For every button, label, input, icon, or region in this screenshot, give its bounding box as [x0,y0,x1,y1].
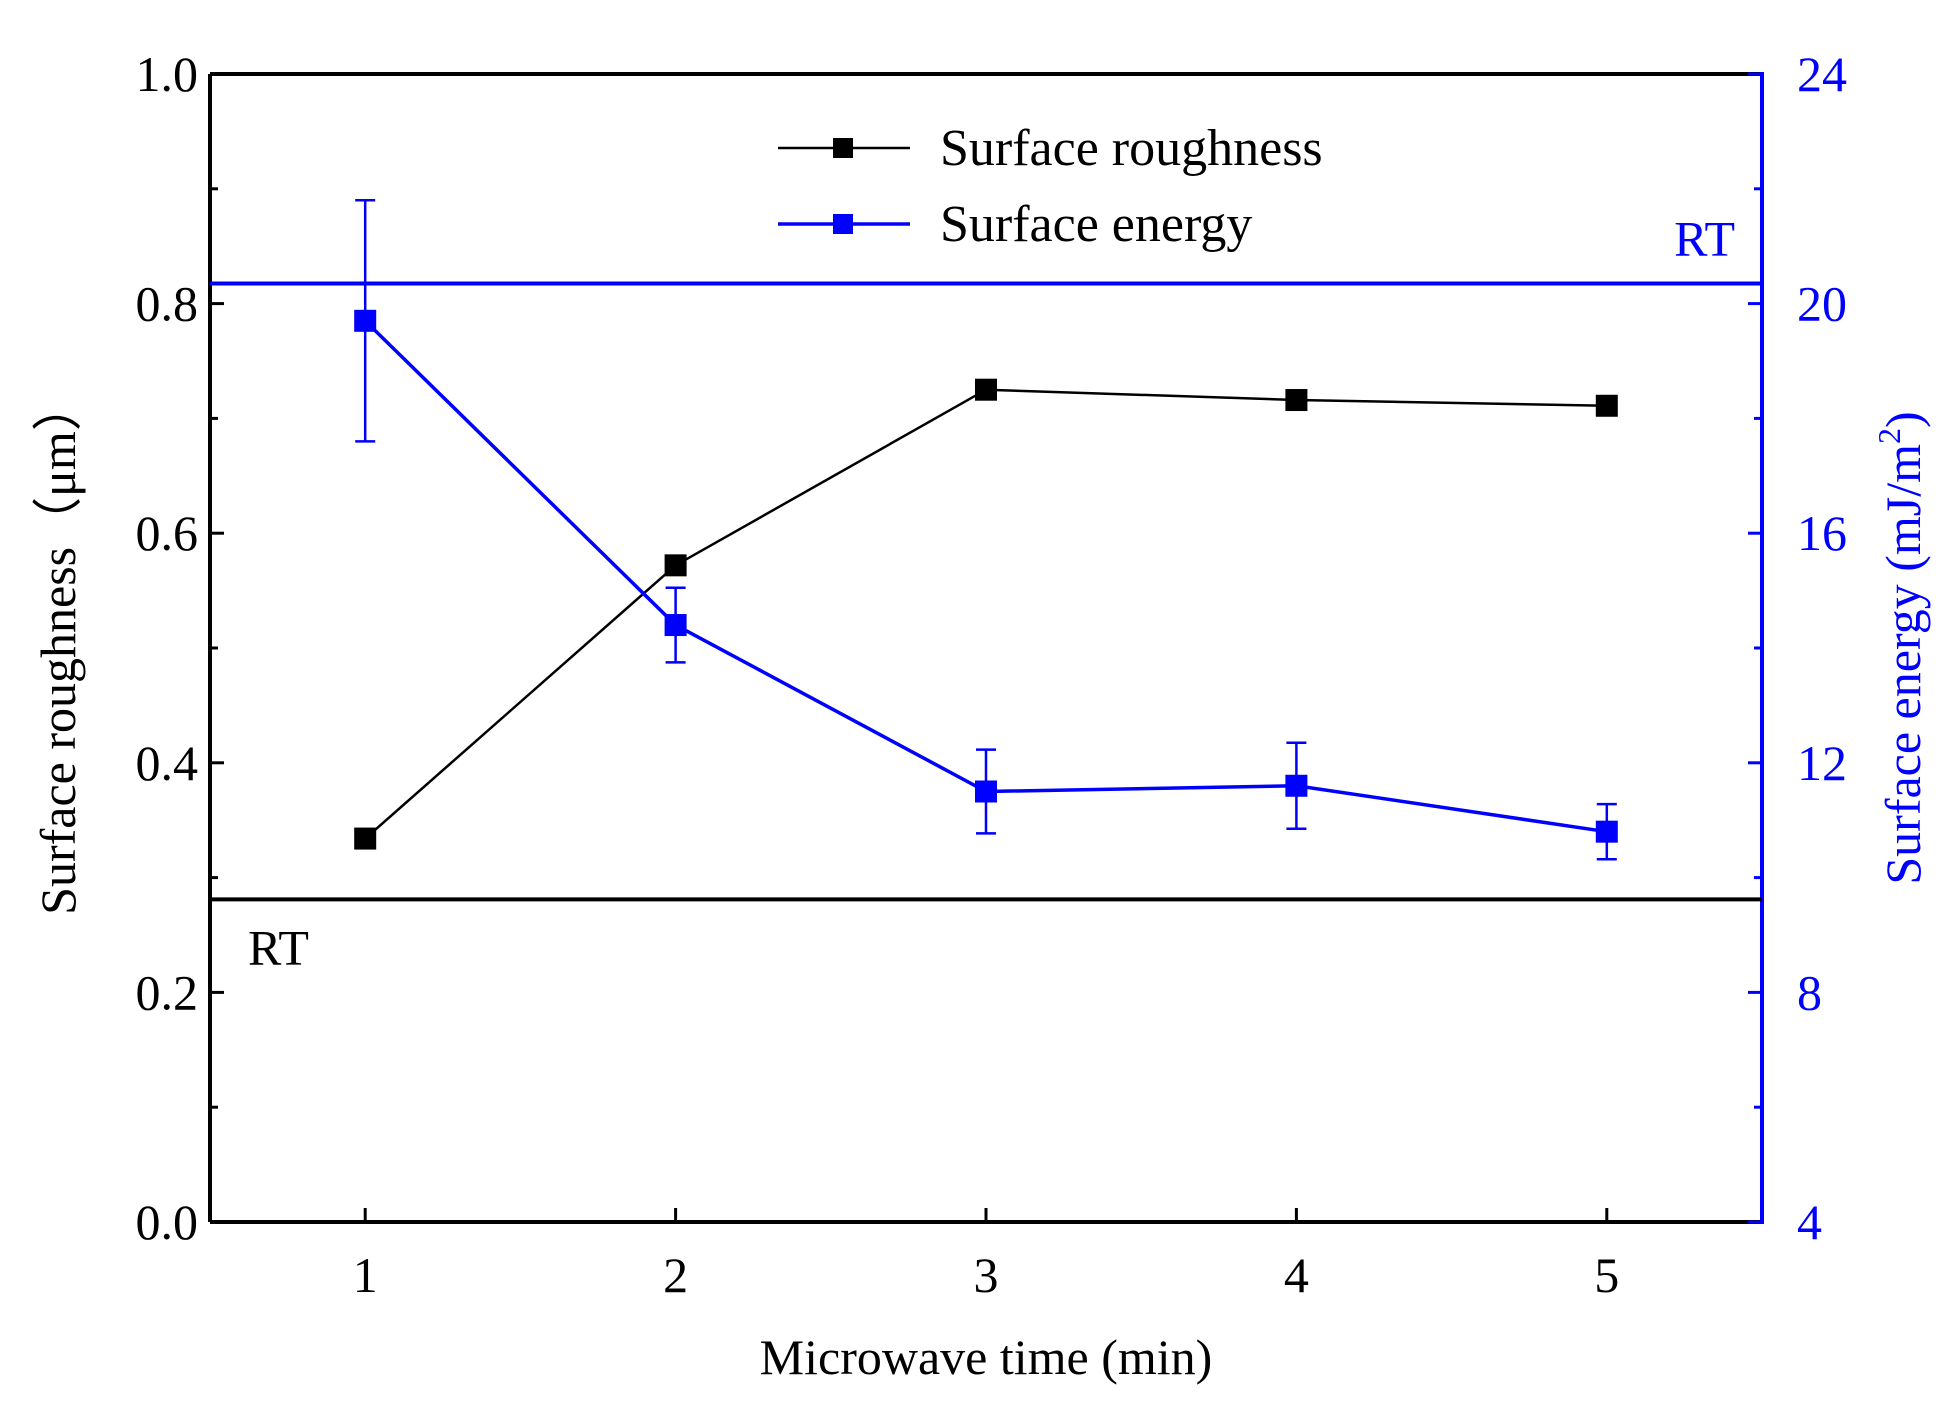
legend-label-surface-roughness: Surface roughness [940,120,1323,177]
surface-roughness-point [1595,394,1618,417]
left-y-tick-label: 0.6 [136,505,199,561]
left-y-tick-label: 0.0 [136,1194,199,1250]
right-y-axis-title-close: ) [1875,411,1931,428]
reference-label-rt-right: RT [1674,211,1735,267]
legend-marker-surface-roughness [833,138,853,158]
surface-roughness-point [975,378,997,401]
legend-label-surface-energy: Surface energy [940,196,1252,253]
right-y-tick-label: 20 [1797,276,1847,332]
x-tick-label: 2 [663,1247,688,1303]
left-y-tick-label: 0.4 [136,735,199,791]
surface-energy-point [1285,774,1308,797]
surface-roughness-point [354,827,377,850]
right-y-axis-title: Surface energy (mJ/m2) [1871,411,1931,884]
right-y-tick-label: 8 [1797,964,1822,1020]
right-y-tick-label: 12 [1797,735,1847,791]
right-y-tick-label: 16 [1797,505,1847,561]
reference-label-rt-left: RT [248,919,309,975]
x-axis-title: Microwave time (min) [760,1329,1213,1385]
legend: Surface roughness Surface energy [778,120,1323,253]
x-tick-label: 1 [353,1247,378,1303]
left-y-axis-title: Surface roughness（μm） [30,381,86,915]
right-y-tick-label: 4 [1797,1194,1822,1250]
surface-energy-point [1595,820,1618,843]
right-y-tick-label: 24 [1797,46,1847,102]
surface-roughness-point [1285,389,1308,412]
x-tick-label: 3 [974,1247,999,1303]
x-tick-label: 5 [1594,1247,1619,1303]
surface-energy-point [975,780,997,803]
left-y-tick-label: 0.8 [136,276,199,332]
surface-energy-point [664,614,687,637]
left-y-tick-label: 1.0 [136,46,199,102]
right-y-axis-title-superscript: 2 [1871,428,1907,444]
x-tick-label: 4 [1284,1247,1309,1303]
surface-roughness-point [664,554,687,577]
right-y-axis-title-main: Surface energy (mJ/m [1875,444,1931,885]
legend-marker-surface-energy [833,214,853,234]
left-y-tick-label: 0.2 [136,964,199,1020]
surface-energy-point [354,309,377,332]
